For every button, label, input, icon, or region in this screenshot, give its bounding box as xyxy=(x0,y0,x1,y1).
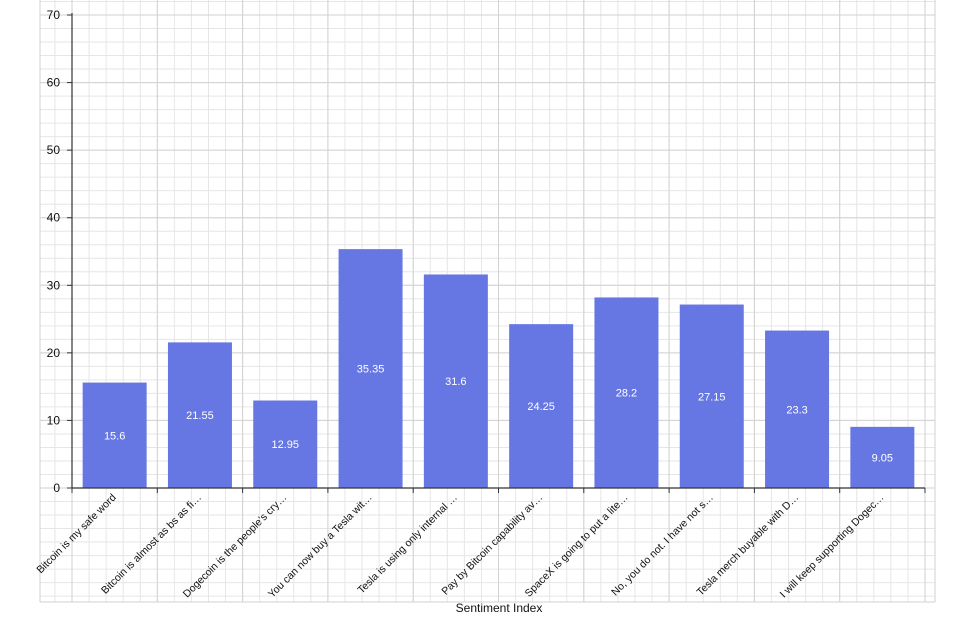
x-category-label: Tesla is using only internal … xyxy=(355,492,460,597)
bar-value-label: 21.55 xyxy=(186,410,214,422)
y-tick-labels: 0 10 20 30 40 50 60 70 xyxy=(47,8,61,495)
bar xyxy=(765,330,830,488)
axes xyxy=(67,13,926,493)
bar xyxy=(338,249,403,488)
bar xyxy=(423,274,488,488)
bar-value-label: 15.6 xyxy=(104,430,125,442)
bar xyxy=(594,297,659,488)
y-tick-label: 40 xyxy=(47,211,61,225)
x-category-label: Pay by Bitcoin capability av… xyxy=(439,492,545,598)
bar-value-label: 23.3 xyxy=(786,404,807,416)
y-tick-label: 50 xyxy=(47,143,61,157)
y-tick-label: 30 xyxy=(47,278,61,292)
bar xyxy=(167,342,232,488)
bar xyxy=(253,400,318,488)
bar-value-label: 24.25 xyxy=(527,401,555,413)
y-tick-label: 10 xyxy=(47,413,61,427)
x-category-label: Bitcoin is almost as bs as fi… xyxy=(99,492,204,597)
y-tick-label: 0 xyxy=(53,481,60,495)
bar xyxy=(82,382,147,488)
bars: 15.6 21.55 12.95 35.35 31.6 24.25 28.2 27.15 23.… xyxy=(82,249,915,488)
bar xyxy=(850,426,915,488)
bar-value-label: 12.95 xyxy=(271,439,299,451)
y-tick-label: 70 xyxy=(47,8,61,22)
bar-value-label: 9.05 xyxy=(872,452,893,464)
bar xyxy=(509,324,574,488)
bar-value-label: 27.15 xyxy=(698,391,726,403)
x-category-label: I will keep supporting Dogec… xyxy=(778,492,887,601)
x-axis-title: Sentiment Index xyxy=(456,601,543,615)
bar-value-label: 31.6 xyxy=(445,376,466,388)
y-tick-label: 20 xyxy=(47,346,61,360)
bar-value-label: 28.2 xyxy=(616,388,637,400)
y-tick-label: 60 xyxy=(47,76,61,90)
bar xyxy=(679,304,744,488)
bar-value-label: 35.35 xyxy=(357,364,385,376)
